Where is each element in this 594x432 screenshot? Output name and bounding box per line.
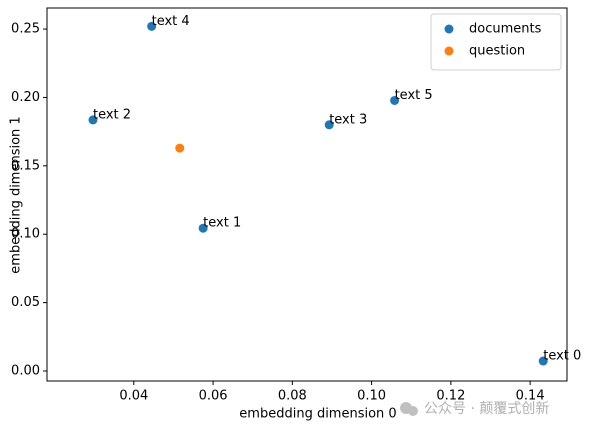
point (147, 21, 157, 31)
y-tick-label: 0.10 (11, 227, 40, 242)
legend-label: question (469, 44, 525, 59)
watermark: 公众号 · 颠覆式创新 (424, 401, 549, 417)
point (175, 143, 185, 153)
x-tick-label: 0.06 (199, 389, 228, 404)
watermark-icon (400, 402, 418, 416)
x-tick-label: 0.04 (119, 389, 148, 404)
point-label: text 5 (395, 88, 433, 103)
point-label: text 4 (152, 14, 190, 29)
x-tick-label: 0.08 (278, 389, 307, 404)
x-tick-label: 0.14 (516, 389, 545, 404)
point (324, 120, 334, 130)
x-axis-label: embedding dimension 0 (239, 407, 396, 422)
y-tick-label: 0.00 (11, 364, 40, 379)
point (390, 95, 400, 105)
x-tick-label: 0.12 (436, 389, 465, 404)
y-axis-label: embedding dimension 1 (9, 116, 24, 273)
point-label: text 0 (543, 349, 581, 364)
legend-marker (444, 46, 454, 56)
point (88, 115, 98, 125)
point-label: text 2 (93, 107, 131, 122)
legend-box (430, 13, 562, 71)
y-tick-label: 0.25 (11, 22, 40, 37)
point-label: text 1 (203, 216, 241, 231)
y-tick-label: 0.20 (11, 90, 40, 105)
point (538, 356, 548, 366)
y-tick-label: 0.05 (11, 295, 40, 310)
plot-frame (46, 7, 568, 382)
point-label: text 3 (329, 112, 367, 127)
y-tick-label: 0.15 (11, 158, 40, 173)
legend-label: documents (469, 22, 542, 37)
legend-marker (444, 24, 454, 34)
point (198, 223, 208, 233)
x-tick-label: 0.10 (357, 389, 386, 404)
